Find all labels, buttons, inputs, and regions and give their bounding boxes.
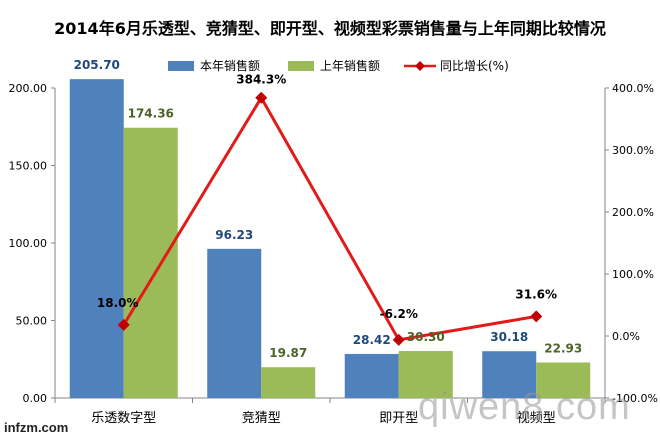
bar-data-label: 96.23 <box>215 228 253 242</box>
growth-data-label: 384.3% <box>236 73 286 87</box>
bar-previous <box>536 362 591 398</box>
x-axis-category-label: 视频型 <box>517 411 556 426</box>
x-axis-category-label: 即开型 <box>379 411 418 426</box>
bar-data-label: 19.87 <box>269 346 307 360</box>
right-axis-tick-label: 200.0% <box>612 206 654 219</box>
legend-marker <box>415 61 425 71</box>
right-axis-tick-label: 0.0% <box>612 330 640 343</box>
growth-data-label: -6.2% <box>380 307 418 321</box>
bar-current <box>482 351 537 398</box>
bar-current <box>69 79 124 398</box>
legend-swatch <box>288 61 314 71</box>
bar-data-label: 174.36 <box>128 107 174 121</box>
bar-data-label: 30.30 <box>407 330 445 344</box>
x-axis-category-label: 竞猜型 <box>242 410 281 426</box>
bar-previous <box>261 367 316 398</box>
right-axis-tick-label: 300.0% <box>612 144 654 157</box>
chart-title: 2014年6月乐透型、竞猜型、即开型、视频型彩票销售量与上年同期比较情况 <box>54 19 606 38</box>
growth-line-layer <box>117 91 543 346</box>
right-axis-tick-label: 400.0% <box>612 82 654 95</box>
growth-line <box>122 94 537 342</box>
left-axis-tick-label: 0.00 <box>23 392 48 405</box>
bar-data-label: 22.93 <box>544 341 582 355</box>
legend: 本年销售额 上年销售额 同比增长(%) <box>168 58 509 73</box>
bar-previous <box>123 127 178 398</box>
bars <box>69 79 591 398</box>
right-axis-tick-label: -100.0% <box>612 392 658 405</box>
growth-marker <box>392 333 405 346</box>
watermark-small: infzm.com <box>4 420 69 435</box>
watermark-large: qiwen8.com <box>418 386 631 428</box>
data-labels: 205.70 96.23 28.42 30.18 174.36 19.87 30.30 22.… <box>74 58 583 360</box>
growth-marker <box>117 318 130 331</box>
growth-marker <box>530 310 543 323</box>
right-axis-tick-label: 100.0% <box>612 268 654 281</box>
legend-label: 本年销售额 <box>200 58 260 73</box>
legend-label: 上年销售额 <box>320 58 380 73</box>
bar-data-label: 205.70 <box>74 58 120 72</box>
legend-swatch <box>168 61 194 71</box>
left-axis-tick-label: 150.00 <box>9 160 48 173</box>
left-axis-tick-label: 50.00 <box>16 315 48 328</box>
bar-current <box>207 248 262 398</box>
x-axis-category-label: 乐透数字型 <box>91 411 156 426</box>
bar-previous <box>398 351 453 398</box>
left-axis-tick-label: 200.00 <box>9 82 48 95</box>
bar-current <box>344 353 399 398</box>
growth-data-label: 31.6% <box>515 287 557 301</box>
legend-label: 同比增长(%) <box>440 59 509 73</box>
axes: 0.00 50.00 100.00 150.00 200.00 -100.0% 0.0% 10… <box>9 82 658 426</box>
left-axis-tick-label: 100.00 <box>9 237 48 250</box>
bar-data-label: 28.42 <box>353 333 391 347</box>
growth-data-label: 18.0% <box>97 296 139 310</box>
bar-data-label: 30.18 <box>490 330 528 344</box>
growth-marker <box>255 91 268 104</box>
